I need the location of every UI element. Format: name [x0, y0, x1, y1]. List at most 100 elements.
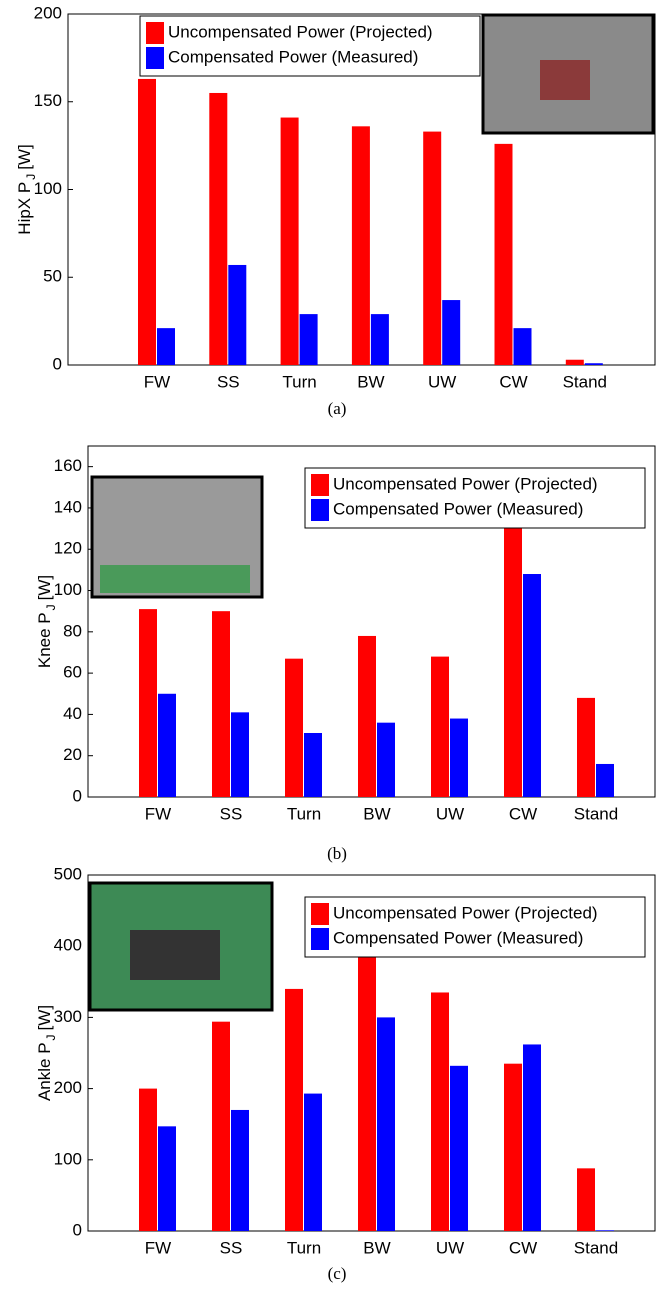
x-tick-label: Stand: [574, 1238, 618, 1257]
y-tick-label: 60: [63, 663, 82, 682]
y-tick-label: 50: [43, 267, 62, 286]
bar: [209, 93, 227, 365]
x-tick-label: FW: [145, 1238, 171, 1257]
bar: [158, 694, 176, 797]
bar: [371, 314, 389, 365]
y-tick-label: 160: [54, 456, 82, 475]
x-tick-label: UW: [428, 372, 456, 391]
bar: [442, 300, 460, 365]
y-tick-label: 120: [54, 539, 82, 558]
y-tick-label: 0: [53, 354, 62, 373]
y-tick-label: 300: [54, 1007, 82, 1026]
y-axis-label-part: HipX P: [15, 182, 34, 235]
legend-swatch: [146, 47, 164, 69]
bar: [450, 719, 468, 797]
bar: [495, 144, 513, 365]
bar: [377, 723, 395, 797]
bar: [139, 1089, 157, 1231]
legend-label: Uncompensated Power (Projected): [333, 474, 598, 493]
bar: [228, 265, 246, 365]
bar: [157, 328, 175, 365]
x-tick-label: UW: [436, 804, 464, 823]
figure: 0100200300400500Ankle PJ[W]FWSSTurnBWUWC…: [0, 0, 661, 1286]
y-tick-label: 100: [54, 580, 82, 599]
x-tick-label: UW: [436, 1238, 464, 1257]
bar: [566, 360, 584, 365]
x-tick-label: Turn: [287, 804, 321, 823]
bar: [304, 733, 322, 797]
x-tick-label: Stand: [574, 804, 618, 823]
y-axis-label-part: J: [24, 174, 38, 180]
bar: [158, 1126, 176, 1231]
x-tick-label: Turn: [287, 1238, 321, 1257]
bar: [231, 712, 249, 797]
x-tick-label: Stand: [563, 372, 607, 391]
bar: [281, 118, 299, 365]
caption: (b): [327, 844, 347, 863]
bar: [212, 611, 230, 797]
bar: [231, 1110, 249, 1231]
y-axis-label-part: [W]: [35, 575, 54, 601]
legend-label: Uncompensated Power (Projected): [168, 22, 433, 41]
bar: [504, 504, 522, 797]
bar: [285, 989, 303, 1231]
bar: [514, 328, 532, 365]
y-tick-label: 500: [54, 864, 82, 883]
x-tick-label: BW: [357, 372, 384, 391]
x-tick-label: Turn: [282, 372, 316, 391]
y-tick-label: 40: [63, 704, 82, 723]
y-tick-label: 20: [63, 745, 82, 764]
x-tick-label: SS: [220, 804, 243, 823]
x-tick-label: SS: [217, 372, 240, 391]
bar: [577, 1168, 595, 1231]
y-axis-label-part: Knee P: [35, 612, 54, 668]
bar: [504, 1064, 522, 1231]
y-axis-label-part: J: [44, 604, 58, 610]
y-tick-label: 0: [73, 786, 82, 805]
legend-swatch: [311, 903, 329, 925]
bar: [139, 609, 157, 797]
legend-swatch: [146, 22, 164, 44]
y-axis-label-part: Ankle P: [35, 1042, 54, 1101]
y-tick-label: 400: [54, 936, 82, 955]
y-tick-label: 100: [54, 1149, 82, 1168]
bar: [358, 939, 376, 1231]
x-tick-label: BW: [363, 804, 390, 823]
bar: [523, 1044, 541, 1231]
y-tick-label: 150: [34, 91, 62, 110]
bar: [285, 659, 303, 797]
x-tick-label: FW: [145, 804, 171, 823]
y-tick-label: 200: [34, 3, 62, 22]
bar: [352, 126, 370, 365]
bar: [300, 314, 318, 365]
legend-swatch: [311, 474, 329, 496]
bar: [212, 1022, 230, 1231]
x-tick-label: BW: [363, 1238, 390, 1257]
legend-label: Compensated Power (Measured): [168, 47, 418, 66]
bar: [431, 992, 449, 1231]
caption: (c): [328, 1264, 347, 1283]
x-tick-label: SS: [220, 1238, 243, 1257]
legend-swatch: [311, 499, 329, 521]
caption: (a): [328, 399, 347, 418]
x-tick-label: CW: [499, 372, 527, 391]
bar: [377, 1017, 395, 1231]
bar: [138, 79, 156, 365]
bar: [596, 1230, 614, 1231]
legend-label: Compensated Power (Measured): [333, 928, 583, 947]
y-axis-label-part: J: [44, 1034, 58, 1040]
y-tick-label: 0: [73, 1220, 82, 1239]
y-axis-label-part: [W]: [15, 144, 34, 170]
x-tick-label: CW: [509, 1238, 537, 1257]
y-tick-label: 100: [34, 179, 62, 198]
bar: [450, 1066, 468, 1231]
bar: [523, 574, 541, 797]
bar: [431, 657, 449, 797]
bar: [358, 636, 376, 797]
bar: [577, 698, 595, 797]
y-tick-label: 200: [54, 1078, 82, 1097]
legend-label: Uncompensated Power (Projected): [333, 903, 598, 922]
bar: [585, 363, 603, 365]
x-tick-label: CW: [509, 804, 537, 823]
legend-label: Compensated Power (Measured): [333, 499, 583, 518]
